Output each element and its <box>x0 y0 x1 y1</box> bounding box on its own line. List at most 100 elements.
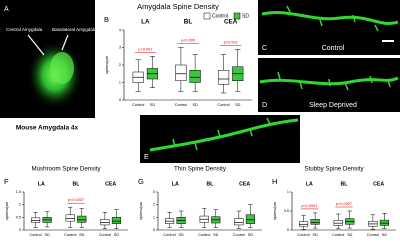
spines <box>172 117 271 151</box>
y-tick-label: 0 <box>19 228 21 232</box>
spines <box>286 5 379 32</box>
y-tick-label: 1 <box>19 203 21 207</box>
panel-letter: G <box>138 177 144 186</box>
x-tick-label: Control <box>332 233 344 237</box>
x-tick-label: SD <box>150 103 156 107</box>
y-tick-label: 1 <box>119 81 121 85</box>
box <box>298 221 309 227</box>
x-tick-label: Control <box>175 103 187 107</box>
chart-title: Amygdala Spine Density <box>137 2 219 11</box>
p-value: p<0.001 <box>224 40 238 44</box>
chart-title: Mushroom Spine Density <box>31 166 101 173</box>
x-tick-label: Control <box>297 233 309 237</box>
x-tick-label: SD <box>382 233 388 237</box>
y-tick-label: 3 <box>153 190 155 194</box>
box <box>77 215 87 223</box>
box <box>65 214 75 222</box>
panel-label: Sleep Deprived <box>309 102 357 109</box>
legend-swatch <box>233 12 241 20</box>
panel-label: Control <box>322 45 345 52</box>
panel-letter: E <box>144 154 149 161</box>
x-tick-label: Control <box>132 103 144 107</box>
group-label: BL <box>340 181 348 187</box>
p-value: p<0.0001 <box>301 204 317 208</box>
arrow <box>27 34 45 56</box>
x-tick-label: SD <box>114 233 120 237</box>
y-tick-label: 0 <box>153 228 155 232</box>
x-tick-label: SD <box>213 233 219 237</box>
caption: Mouse Amygdala 4x <box>16 125 79 132</box>
dendrite <box>259 76 399 86</box>
x-tick-label: SD <box>178 233 184 237</box>
panel-letter: B <box>104 15 109 24</box>
basolateral-glow <box>50 52 74 84</box>
legend-swatch <box>203 12 211 20</box>
y-tick-label: 4 <box>119 28 121 32</box>
y-axis-label: spines/µm <box>4 201 9 220</box>
y-tick-label: 0 <box>119 98 121 102</box>
scale-bar <box>382 40 394 42</box>
x-tick-label: SD <box>312 233 318 237</box>
group-label: LA <box>141 19 150 26</box>
legend-label: Control <box>212 13 228 19</box>
group-label: CEA <box>224 19 238 26</box>
box <box>245 214 256 224</box>
dendrite <box>149 118 299 152</box>
y-tick-label: 2 <box>119 63 121 67</box>
chart-title: Stubby Spine Density <box>304 166 364 173</box>
y-axis-label: spines/µm <box>272 201 277 220</box>
x-tick-label: Control <box>233 233 245 237</box>
y-tick-label: 0 <box>287 228 289 232</box>
panel-letter: A <box>4 6 9 13</box>
x-tick-label: SD <box>248 233 254 237</box>
panel-letter: F <box>4 177 9 186</box>
chart-title: Thin Spine Density <box>174 166 227 173</box>
region-label: Basolateral Amygdala <box>52 27 97 32</box>
box <box>310 219 320 225</box>
group-label: CEA <box>373 181 384 187</box>
p-value: p<0.005 <box>181 39 195 43</box>
group-label: BL <box>206 181 214 187</box>
group-label: BL <box>184 19 193 26</box>
y-tick-label: 1.5 <box>16 190 21 194</box>
x-tick-label: Control <box>29 233 41 237</box>
group-label: LA <box>38 181 45 187</box>
y-tick-label: 1 <box>153 215 155 219</box>
region-label: Central Amygdala <box>6 27 43 32</box>
box <box>111 217 122 224</box>
p-value: p<0.001 <box>138 47 152 51</box>
panel-letter: H <box>272 177 277 186</box>
y-tick-label: 0.5 <box>284 209 289 213</box>
y-tick-label: 2 <box>153 203 155 207</box>
panel-letter: D <box>262 102 267 109</box>
group-label: CEA <box>105 181 116 187</box>
box <box>379 219 390 226</box>
p-value: p<0.0007 <box>68 198 84 202</box>
y-tick-label: 0.5 <box>16 215 21 219</box>
group-label: CEA <box>239 181 250 187</box>
y-axis-label: spines/µm <box>138 201 143 220</box>
x-tick-label: Control <box>217 103 229 107</box>
box <box>189 70 201 83</box>
x-tick-label: SD <box>235 103 241 107</box>
legend-label: SD <box>242 13 249 19</box>
x-tick-label: Control <box>163 233 175 237</box>
y-tick-label: 3 <box>119 46 121 50</box>
x-tick-label: Control <box>198 233 210 237</box>
y-axis-label: spines/µm <box>104 55 109 74</box>
group-label: BL <box>72 181 80 187</box>
x-tick-label: Control <box>367 233 379 237</box>
x-tick-label: SD <box>192 103 198 107</box>
arrow <box>61 34 69 51</box>
p-value: p<0.0007 <box>336 202 352 206</box>
group-label: LA <box>306 181 313 187</box>
panel-letter: C <box>262 45 267 52</box>
dendrite <box>261 10 399 25</box>
group-label: LA <box>172 181 179 187</box>
box <box>217 70 230 85</box>
x-tick-label: SD <box>79 233 85 237</box>
spines <box>277 71 391 91</box>
x-tick-label: SD <box>44 233 50 237</box>
